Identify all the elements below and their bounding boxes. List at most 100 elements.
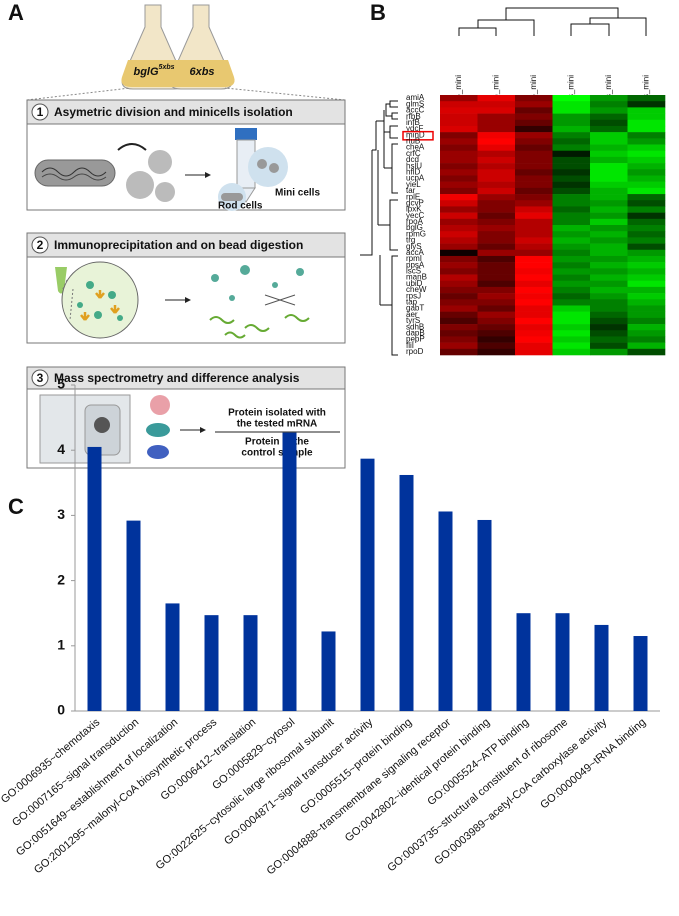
heatmap-cell (627, 187, 666, 195)
heatmap-cell (552, 342, 591, 350)
heatmap-cell (515, 194, 553, 201)
heatmap-cell (590, 169, 628, 176)
bar (165, 603, 180, 711)
heatmap-cell (627, 262, 666, 269)
step-title: Immunoprecipitation and on bead digestio… (54, 238, 303, 252)
row-label: ucpA (406, 174, 425, 183)
heatmap-cell (590, 274, 628, 282)
heatmap-cell (515, 324, 553, 331)
x-tick-label: GO:0004888~transmembrane signaling recep… (265, 716, 454, 877)
heatmap-cell (477, 268, 516, 275)
heatmap-cell (627, 181, 666, 189)
heatmap-cell (627, 156, 666, 164)
heatmap-cell (552, 274, 591, 282)
heatmap-cell (440, 132, 478, 139)
heatmap-cell (515, 305, 553, 312)
heatmap-cell (627, 107, 666, 114)
heatmap-cell (590, 330, 628, 337)
bar (516, 613, 531, 711)
bar (243, 615, 258, 711)
heatmap-cell (552, 255, 591, 263)
heatmap-cell (627, 169, 666, 176)
heatmap-cell (515, 163, 553, 170)
heatmap-cell (515, 249, 553, 257)
step-title: Mass spectrometry and difference analysi… (54, 371, 300, 385)
heatmap-cell (552, 144, 591, 152)
heatmap-cell (552, 138, 591, 145)
heatmap-cell (440, 150, 478, 158)
row-label: rpmI (406, 254, 422, 263)
y-tick-label: 2 (57, 571, 65, 587)
fraction-denominator: Protein in the (245, 437, 309, 448)
heatmap-cell (477, 342, 516, 350)
heatmap-cell (477, 119, 516, 127)
heatmap-cell (627, 299, 666, 306)
row-label: ubiD (406, 279, 423, 288)
flasks (121, 4, 235, 90)
heatmap-cell (440, 324, 478, 331)
heatmap-cell (590, 212, 628, 220)
row-label: glmS (406, 99, 424, 108)
heatmap-cell (477, 101, 516, 108)
heatmap-cell (440, 348, 478, 356)
annotation: Mini cells (275, 188, 320, 199)
bar (321, 631, 336, 711)
column-label: bglG_mini (454, 75, 463, 111)
row-label: manB (406, 273, 427, 282)
heatmap-cell (515, 206, 553, 213)
heatmap-cell (440, 169, 478, 176)
heatmap-cell (515, 293, 553, 300)
heatmap-cell (440, 311, 478, 319)
heatmap-cell (552, 169, 591, 176)
row-label: aer (406, 310, 418, 319)
heatmap-cell (440, 231, 478, 238)
row-label: fliI (406, 341, 414, 350)
heatmap-cell (627, 144, 666, 152)
heatmap-cell (477, 113, 516, 121)
heatmap-cell (440, 119, 478, 127)
heatmap-cell (515, 299, 553, 306)
heatmap-cell (590, 156, 628, 164)
heatmap-cell (627, 286, 666, 294)
heatmap-cell (515, 218, 553, 226)
fraction-numerator: Protein isolated with (228, 408, 326, 419)
row-label: bglG (406, 223, 423, 232)
heatmap-cell (627, 311, 666, 319)
heatmap-cell (440, 175, 478, 182)
heatmap-cell (477, 286, 516, 294)
heatmap-cell (440, 268, 478, 275)
heatmap-cell (590, 218, 628, 226)
heatmap-cell (477, 200, 516, 207)
heatmap-cell (627, 280, 666, 288)
heatmap-cell (590, 125, 628, 133)
heatmap-cell (627, 206, 666, 213)
row-label: dapB (406, 328, 425, 337)
heatmap-cell (477, 262, 516, 269)
column-label: 6xbs_mini (641, 75, 650, 111)
heatmap-cell (477, 293, 516, 300)
heatmap-cell (477, 274, 516, 282)
heatmap-cell (590, 194, 628, 201)
heatmap-cell (440, 113, 478, 121)
heatmap-cell (552, 107, 591, 114)
row-label: yecC (406, 211, 424, 220)
heatmap-cell (440, 194, 478, 201)
heatmap-cell (440, 200, 478, 207)
heatmap-cell (477, 237, 516, 244)
heatmap-cell (590, 299, 628, 306)
heatmap-cell (477, 243, 516, 251)
bar (633, 636, 648, 711)
heatmap-cell (627, 348, 666, 356)
cells-illustration (34, 128, 288, 211)
heatmap-cell (627, 113, 666, 121)
heatmap-cell (627, 212, 666, 220)
heatmap-cell (477, 255, 516, 263)
heatmap-cell (477, 212, 516, 220)
heatmap-cell (515, 243, 553, 251)
heatmap-cell (552, 249, 591, 257)
heatmap-cell (552, 181, 591, 189)
heatmap-cell (440, 187, 478, 195)
heatmap-cell (477, 336, 516, 343)
heatmap-cell (440, 237, 478, 244)
heatmap-cell (477, 169, 516, 176)
